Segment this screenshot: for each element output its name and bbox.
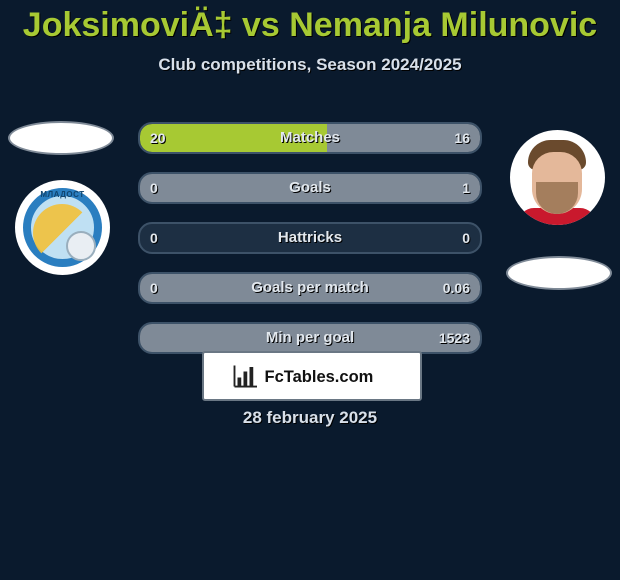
stat-bars: 20 Matches 16 0 Goals 1 0 Hattricks 0 0 … [138, 122, 482, 372]
stat-value-right: 1523 [439, 324, 470, 352]
page-subtitle: Club competitions, Season 2024/2025 [0, 55, 620, 75]
stat-bar: 20 Matches 16 [138, 122, 482, 154]
stat-value-right: 0 [462, 224, 470, 252]
stat-label: Matches [140, 124, 480, 152]
stat-bar: 0 Goals 1 [138, 172, 482, 204]
player-portrait-right [510, 130, 605, 225]
club-ellipse-left [10, 123, 112, 153]
page-title: JoksimoviÄ‡ vs Nemanja Milunovic [0, 0, 620, 45]
stat-bar: 0 Goals per match 0.06 [138, 272, 482, 304]
date-label: 28 february 2025 [0, 408, 620, 428]
player-portrait-left: МЛАДОСТ [15, 180, 110, 275]
stat-label: Min per goal [140, 324, 480, 352]
brand-box: FcTables.com [202, 351, 422, 401]
stat-label: Hattricks [140, 224, 480, 252]
stat-bar: Min per goal 1523 [138, 322, 482, 354]
stat-label: Goals [140, 174, 480, 202]
club-ellipse-right [508, 258, 610, 288]
stat-bar: 0 Hattricks 0 [138, 222, 482, 254]
brand-text: FcTables.com [264, 368, 373, 386]
player-face-icon [510, 130, 605, 225]
stat-value-right: 16 [454, 124, 470, 152]
stat-value-right: 1 [462, 174, 470, 202]
comparison-card: JoksimoviÄ‡ vs Nemanja Milunovic Club co… [0, 0, 620, 580]
stat-value-right: 0.06 [443, 274, 470, 302]
stat-label: Goals per match [140, 274, 480, 302]
club-crest-icon: МЛАДОСТ [15, 180, 110, 275]
brand-logo-icon: FcTables.com [230, 361, 395, 391]
